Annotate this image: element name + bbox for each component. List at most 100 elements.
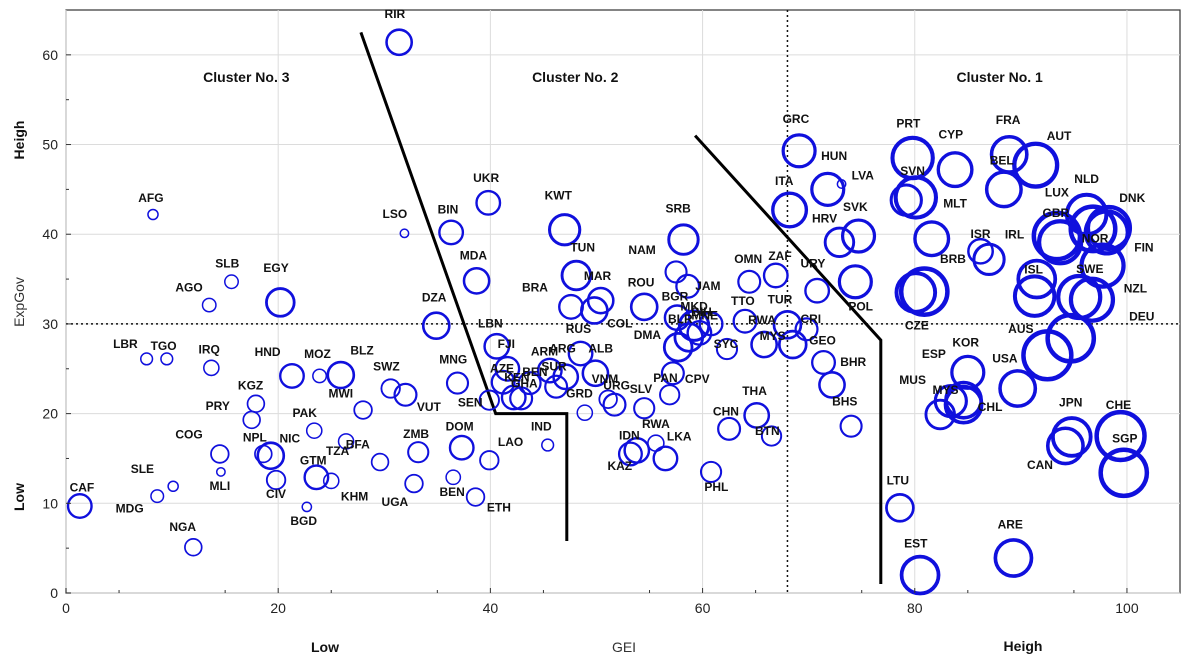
point-ind [541, 438, 555, 452]
point-label-ukr: UKR [473, 171, 499, 185]
point-label-arg: ARG [549, 342, 576, 356]
point-label-cze: CZE [905, 318, 929, 332]
point-label-ago: AGO [175, 281, 202, 295]
point-pak [305, 422, 323, 439]
point-sgp [1098, 447, 1150, 499]
point-label-uga: UGA [382, 495, 409, 509]
point-tto [732, 308, 758, 334]
point-label-cog: COG [175, 428, 202, 442]
point-label-nor: NOR [1082, 231, 1109, 245]
point-label-tur: TUR [768, 292, 793, 306]
point-gtm [303, 464, 330, 491]
point-rus [567, 340, 594, 367]
point-sen [478, 389, 500, 411]
point-bgd [301, 501, 313, 513]
point-label-fji: FJI [498, 337, 515, 351]
point-label-ben: BEN [522, 365, 547, 379]
point-label-bfa: BFA [346, 438, 370, 452]
point-mdg [150, 489, 165, 504]
point-label-egy: EGY [263, 261, 288, 275]
point-label-mda: MDA [460, 248, 488, 262]
point-label-moz: MOZ [304, 347, 331, 361]
point-hun [810, 171, 846, 207]
y-tick-label: 40 [42, 226, 58, 242]
point-rwa [750, 330, 778, 359]
point-chn [717, 416, 742, 441]
point-tur [772, 310, 803, 340]
y-tick-label: 20 [42, 406, 58, 422]
point-cri [794, 317, 819, 342]
point-label-kwt: KWT [545, 188, 573, 202]
point-label-hun: HUN [821, 149, 847, 163]
point-slb [224, 274, 239, 290]
point-label-chn: CHN [713, 404, 739, 418]
point-dza [421, 311, 451, 341]
point-brb [898, 266, 950, 317]
point-arm [536, 357, 563, 384]
point-label-bhs: BHS [832, 395, 857, 409]
point-label-bra: BRA [522, 281, 548, 295]
cluster-title-2: Cluster No. 2 [532, 69, 619, 85]
x-tick-label: 100 [1115, 600, 1139, 616]
point-label-tto: TTO [731, 294, 755, 308]
point-mar [586, 286, 615, 315]
point-label-mng: MNG [439, 352, 467, 366]
point-dom [448, 434, 475, 461]
point-label-aus: AUS [1008, 322, 1033, 336]
point-label-khm: KHM [341, 490, 368, 504]
point-kwt [547, 213, 582, 247]
point-label-cyp: CYP [938, 127, 963, 141]
point-label-bel: BEL [990, 153, 1014, 167]
point-lka [652, 445, 679, 472]
point-che [1094, 409, 1147, 463]
point-label-mus: MUS [899, 373, 926, 387]
x-tick-label: 20 [270, 600, 286, 616]
point-label-col: COL [607, 317, 632, 331]
y-tick-label: 10 [42, 495, 58, 511]
point-lbr [140, 352, 154, 366]
point-label-blr: BLR [668, 312, 693, 326]
point-label-rir: RIR [385, 7, 406, 21]
point-label-lux: LUX [1045, 186, 1069, 200]
point-label-arm: ARM [531, 344, 558, 358]
point-mng [445, 371, 470, 395]
point-idn [617, 441, 643, 467]
point-est [899, 554, 941, 596]
point-kaz [623, 436, 651, 464]
point-label-nga: NGA [169, 520, 196, 534]
point-caf [66, 493, 93, 519]
point-ben [445, 469, 462, 486]
point-label-npl: NPL [243, 430, 267, 444]
point-fin [1083, 209, 1130, 256]
point-tza [337, 433, 355, 450]
point-mys [777, 329, 808, 360]
point-bhs [839, 414, 863, 438]
x-axis-high-label: Heigh [1004, 638, 1043, 654]
x-tick-label: 0 [62, 600, 70, 616]
point-label-gha: GHA [511, 377, 538, 391]
point-label-ita: ITA [775, 174, 794, 188]
point-label-zaf: ZAF [768, 249, 791, 263]
point-label-mlt: MLT [943, 196, 967, 210]
point-label-bhr: BHR [840, 355, 866, 369]
point-cog [210, 444, 230, 464]
point-label-kaz: KAZ [607, 459, 632, 473]
point-label-pak: PAK [292, 406, 317, 420]
point-label-lao: LAO [498, 435, 523, 449]
point-hnd [279, 362, 305, 389]
point-label-kor: KOR [952, 335, 979, 349]
point-label-mkd: MKD [680, 299, 708, 313]
point-label-hrv: HRV [812, 212, 837, 226]
point-label-aze: AZE [490, 361, 514, 375]
point-jpn [1050, 416, 1093, 458]
point-nzl [1068, 276, 1116, 323]
point-zmb [407, 441, 430, 464]
point-syc [715, 337, 739, 361]
point-label-grd: GRD [566, 386, 593, 400]
y-axis-low-label: Low [11, 483, 27, 511]
point-label-prt: PRT [896, 116, 921, 130]
point-label-usa: USA [992, 351, 1018, 365]
point-label-civ: CIV [266, 487, 286, 501]
point-can [1045, 426, 1085, 466]
point-arg [552, 363, 580, 391]
